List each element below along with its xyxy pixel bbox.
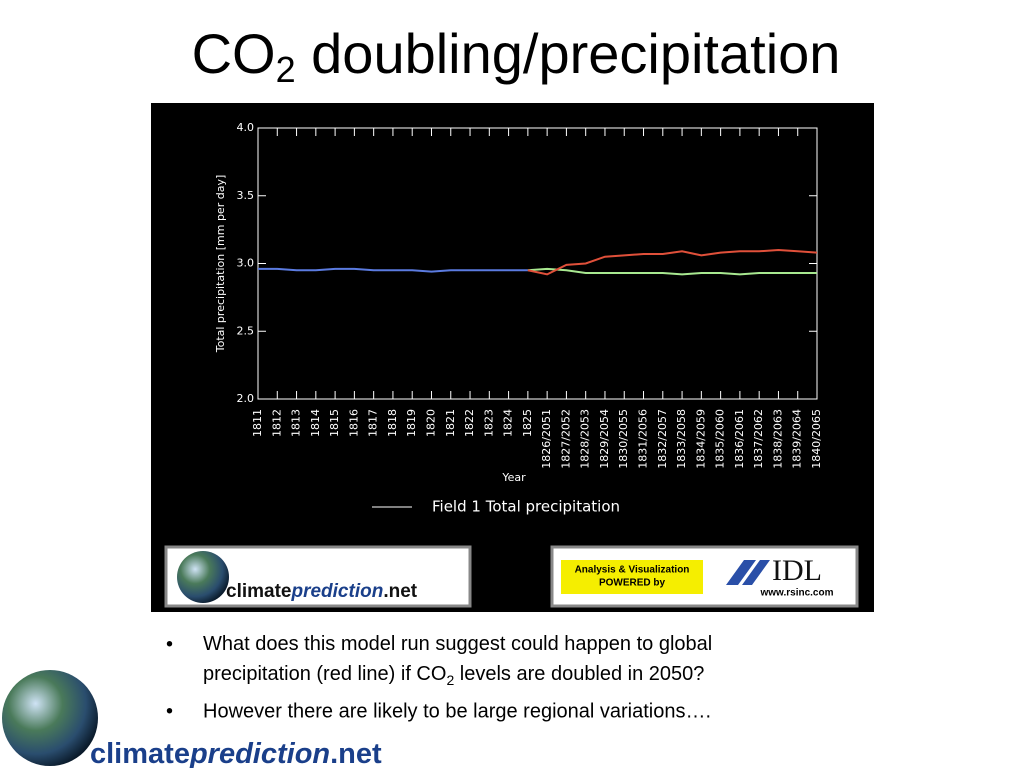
x-tick-label: 1811: [251, 409, 264, 437]
bullet-part: levels are doubled in 2050?: [454, 663, 704, 685]
title-main: CO: [192, 22, 276, 85]
chart-background: [151, 103, 874, 612]
x-tick-label: 1822: [463, 409, 476, 437]
x-tick-label: 1814: [309, 409, 322, 437]
bullet-mark: •: [166, 700, 173, 722]
x-tick-label: 1839/2064: [791, 409, 804, 469]
y-tick-label: 2.0: [237, 392, 255, 405]
logo-part: prediction: [189, 738, 330, 768]
bullet: However there are likely to be large reg…: [203, 700, 711, 722]
logo-part: climate: [226, 581, 291, 602]
x-tick-label: 1815: [328, 409, 341, 437]
bullet: What does this model run suggest could h…: [203, 633, 712, 687]
x-tick-label: 1826/2051: [540, 409, 553, 469]
legend-label: Field 1 Total precipitation: [432, 498, 620, 516]
bullet-part: precipitation (red line) if CO: [203, 663, 446, 685]
y-tick-label: 3.5: [237, 189, 255, 202]
badge-text: POWERED by: [599, 578, 666, 589]
logo-part: prediction: [290, 581, 383, 602]
x-tick-label: 1816: [347, 409, 360, 437]
y-tick-label: 2.5: [237, 324, 255, 337]
series-line: [258, 267, 528, 273]
x-tick-label: 1819: [405, 409, 418, 437]
x-tick-label: 1840/2065: [810, 409, 823, 469]
slide-title: CO2 doubling/precipitation: [192, 22, 841, 90]
x-tick-label: 1836/2061: [733, 409, 746, 469]
x-tick-label: 1828/2053: [579, 409, 592, 469]
x-tick-label: 1833/2058: [675, 409, 688, 469]
x-tick-label: 1812: [270, 409, 283, 437]
x-tick-label: 1829/2054: [598, 409, 611, 469]
x-tick-label: 1825: [521, 409, 534, 437]
logo-part: .net: [383, 581, 417, 602]
plot: 2.0 2.5 3.0 3.5 4.0 1811 1812 1813 1814 1815 1816 1…: [214, 121, 823, 516]
y-tick-label: 4.0: [237, 121, 255, 134]
bullet-part: What does this model run suggest could h…: [203, 633, 712, 655]
logo-text: climateprediction.net: [226, 581, 418, 602]
globe-icon: [2, 670, 98, 766]
x-tick-label: 1818: [386, 409, 399, 437]
x-tick-label: 1820: [424, 409, 437, 437]
idl-badge: [561, 560, 703, 594]
idl-url: www.rsinc.com: [760, 588, 834, 599]
idl-icon: [726, 560, 770, 585]
x-tick-label: 1817: [367, 409, 380, 437]
y-tick-label: 3.0: [237, 257, 255, 270]
x-tick-label: 1830/2055: [617, 409, 630, 469]
x-tick-label: 1837/2062: [752, 409, 765, 469]
title-rest: doubling/precipitation: [296, 22, 841, 85]
bullet-sub: 2: [446, 672, 454, 688]
title-sub: 2: [276, 49, 296, 90]
x-tick-label: 1832/2057: [656, 409, 669, 469]
x-tick-label: 1821: [444, 409, 457, 437]
x-tick-label: 1813: [290, 409, 303, 437]
bullet-mark: •: [166, 633, 173, 655]
x-tick-label: 1835/2060: [714, 409, 727, 469]
badge-text: Analysis & Visualization: [575, 565, 690, 576]
x-tick-label: 1834/2059: [694, 409, 707, 469]
footer-logo: climateprediction.net: [90, 738, 382, 768]
x-axis-label: Year: [501, 471, 526, 484]
x-tick-label: 1823: [482, 409, 495, 437]
series-line: [527, 267, 817, 276]
logo-part: climate: [90, 738, 190, 768]
idl-brand: IDL: [772, 554, 822, 587]
x-tick-label: 1831/2056: [637, 409, 650, 469]
y-axis-label: Total precipitation [mm per day]: [214, 175, 227, 354]
logo-part: .net: [330, 738, 382, 768]
x-tick-label: 1827/2052: [559, 409, 572, 469]
globe-icon: [177, 551, 229, 603]
series-line: [527, 248, 818, 276]
x-tick-label: 1824: [502, 409, 515, 437]
x-tick-label: 1838/2063: [771, 409, 784, 469]
